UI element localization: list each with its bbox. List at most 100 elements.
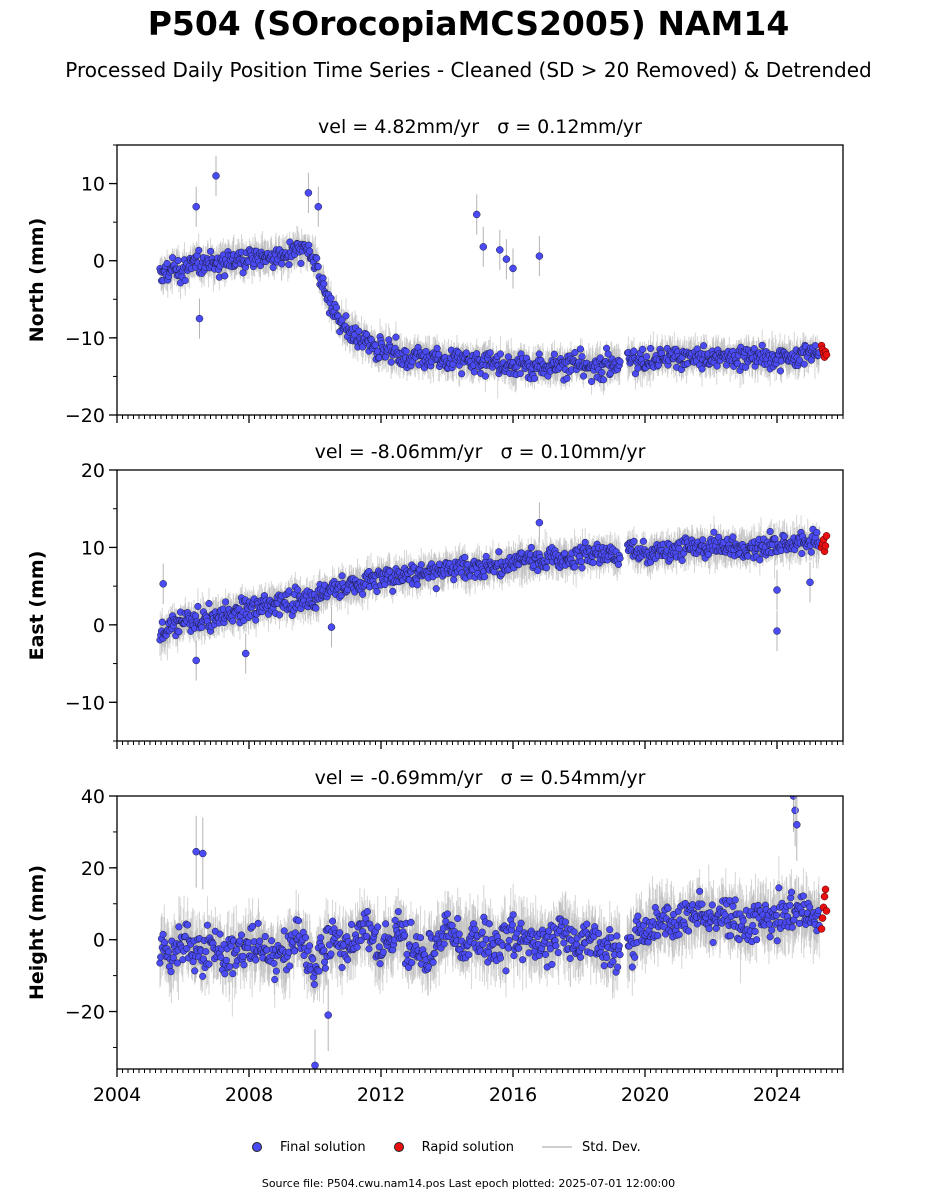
- final-solution-point: [795, 356, 803, 364]
- final-solution-point: [169, 254, 177, 262]
- final-solution-point: [192, 202, 200, 211]
- final-solution-point: [587, 377, 596, 386]
- final-solution-point: [571, 563, 579, 571]
- final-solution-point: [387, 358, 395, 366]
- final-solution-point: [639, 345, 647, 353]
- final-solution-point: [750, 345, 758, 353]
- y-tick-label: −10: [65, 328, 105, 350]
- final-solution-point: [462, 349, 470, 357]
- final-solution-point: [278, 260, 286, 268]
- final-solution-point: [614, 560, 623, 569]
- final-solution-point: [643, 353, 651, 361]
- final-solution-point: [800, 360, 808, 368]
- final-solution-point: [342, 312, 350, 320]
- final-solution-point: [181, 276, 189, 285]
- rapid-solution-point: [822, 351, 831, 359]
- final-solution-point: [561, 549, 569, 557]
- final-solution-point: [392, 333, 400, 341]
- final-solution-point: [359, 343, 367, 351]
- final-solution-point: [314, 263, 322, 271]
- final-solution-point: [563, 374, 571, 382]
- final-solution-point: [576, 345, 585, 353]
- final-solution-point: [174, 256, 182, 265]
- final-solution-point: [698, 365, 706, 373]
- final-solution-point: [205, 599, 213, 608]
- final-solution-point: [269, 263, 277, 272]
- final-solution-point: [699, 536, 707, 544]
- final-solution-point: [495, 548, 503, 556]
- final-solution-point: [496, 246, 504, 254]
- final-solution-point: [496, 350, 505, 358]
- y-tick-label: 0: [93, 251, 105, 273]
- final-solution-point: [527, 543, 535, 551]
- final-solution-point: [516, 370, 524, 378]
- final-solution-point: [417, 561, 425, 569]
- final-solution-point: [534, 567, 542, 575]
- final-solution-point: [776, 367, 784, 375]
- final-solution-point: [700, 342, 708, 350]
- final-solution-point: [589, 559, 597, 567]
- final-solution-point: [373, 587, 381, 596]
- final-solution-point: [461, 553, 469, 561]
- final-solution-point: [359, 590, 367, 598]
- final-solution-point: [306, 247, 314, 255]
- final-solution-point: [221, 272, 229, 280]
- final-solution-point: [175, 628, 183, 636]
- final-solution-point: [571, 348, 579, 357]
- final-solution-point: [616, 358, 624, 366]
- final-solution-point: [158, 618, 166, 626]
- figure-subtitle: Processed Daily Position Time Series - C…: [65, 58, 872, 82]
- final-solution-point: [646, 344, 655, 352]
- y-tick-label: −20: [65, 405, 105, 427]
- final-solution-point: [502, 255, 511, 263]
- final-solution-point: [285, 587, 293, 595]
- final-solution-point: [432, 585, 440, 593]
- final-solution-point: [312, 604, 320, 612]
- final-solution-point: [229, 617, 237, 625]
- final-solution-point: [577, 558, 585, 566]
- final-solution-point: [413, 581, 421, 589]
- final-solution-point: [509, 264, 517, 273]
- final-solution-point: [470, 368, 478, 376]
- final-solution-point: [313, 254, 321, 262]
- y-axis-label: North (mm): [26, 218, 48, 343]
- final-solution-point: [433, 344, 441, 352]
- final-solution-point: [294, 586, 302, 594]
- final-solution-point: [472, 210, 481, 219]
- final-solution-point: [327, 294, 335, 302]
- final-solution-point: [305, 241, 313, 249]
- final-solution-point: [807, 356, 815, 364]
- final-solution-point: [163, 259, 171, 268]
- final-solution-point: [402, 347, 410, 356]
- final-solution-point: [222, 598, 230, 606]
- final-solution-point: [634, 364, 642, 372]
- final-solution-point: [578, 564, 586, 572]
- final-solution-point: [304, 189, 313, 197]
- final-solution-point: [542, 564, 550, 572]
- final-solution-point: [389, 587, 397, 595]
- final-solution-point: [371, 341, 379, 349]
- final-solution-point: [252, 616, 260, 624]
- final-solution-point: [275, 611, 284, 619]
- final-solution-point: [599, 376, 607, 384]
- final-solution-point: [578, 353, 586, 361]
- final-solution-point: [194, 602, 202, 611]
- final-solution-point: [598, 368, 606, 377]
- final-solution-point: [481, 372, 489, 380]
- final-solution-point: [630, 537, 638, 545]
- final-solution-point: [758, 341, 766, 349]
- final-solution-point: [473, 350, 481, 358]
- final-solution-point: [450, 576, 458, 584]
- final-solution-point: [338, 572, 346, 580]
- plot-area: [156, 155, 831, 399]
- final-solution-point: [207, 247, 215, 255]
- final-solution-point: [580, 372, 588, 380]
- final-solution-point: [535, 252, 544, 260]
- final-solution-point: [550, 350, 558, 358]
- final-solution-point: [535, 350, 543, 358]
- final-solution-point: [355, 327, 363, 335]
- panel-0: −20 −10 0 10 vel = 4.82mm/yr σ = 0.12mm/yr No…: [26, 116, 844, 427]
- final-solution-point: [314, 202, 323, 211]
- final-solution-point: [616, 554, 624, 562]
